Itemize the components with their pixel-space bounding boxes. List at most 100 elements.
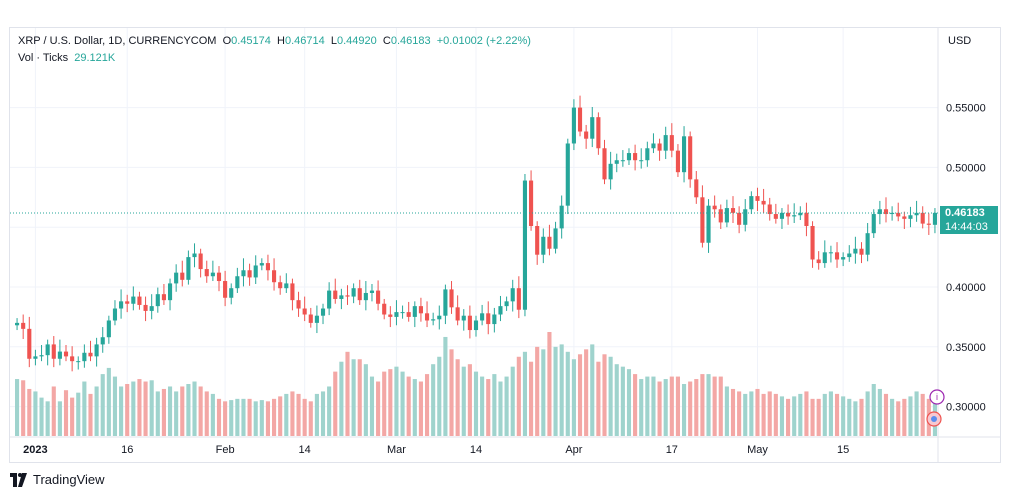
candle-body bbox=[351, 288, 356, 297]
chart-panel[interactable] bbox=[9, 27, 1001, 463]
volume-bar bbox=[186, 384, 191, 436]
candle-body bbox=[431, 319, 436, 321]
volume-bar bbox=[406, 376, 411, 436]
candle-body bbox=[700, 197, 705, 243]
volume-bar bbox=[486, 379, 491, 436]
volume-bar bbox=[431, 364, 436, 436]
candle-body bbox=[363, 292, 368, 301]
volume-bar bbox=[461, 366, 466, 436]
candle-body bbox=[21, 322, 26, 329]
candle-body bbox=[535, 226, 540, 255]
volume-bar bbox=[810, 398, 815, 436]
price-tick-label: 0.40000 bbox=[946, 282, 986, 294]
volume-bar bbox=[339, 361, 344, 436]
candle-body bbox=[510, 288, 515, 302]
volume-bar bbox=[473, 371, 479, 436]
date-tick-label: 14 bbox=[470, 444, 482, 456]
volume-bar bbox=[76, 392, 81, 436]
candle-body bbox=[345, 295, 350, 297]
volume-bar bbox=[216, 398, 222, 436]
currency-label[interactable]: USD bbox=[948, 35, 972, 47]
volume-bar bbox=[296, 393, 301, 436]
volume-bar bbox=[663, 379, 668, 436]
volume-bar bbox=[247, 398, 252, 436]
volume-bar bbox=[737, 391, 742, 436]
volume-bar bbox=[467, 364, 472, 436]
candle-body bbox=[645, 148, 650, 161]
candle-body bbox=[278, 282, 283, 289]
candle-body bbox=[798, 212, 803, 216]
candle-body bbox=[565, 143, 570, 206]
volume-bar bbox=[137, 379, 142, 436]
candle-body bbox=[27, 328, 32, 359]
candle-body bbox=[706, 205, 711, 243]
volume-bar bbox=[596, 361, 601, 436]
candle-body bbox=[320, 308, 326, 316]
candle-body bbox=[914, 212, 919, 216]
event-circle-icon[interactable] bbox=[929, 389, 945, 405]
volume-bar bbox=[400, 371, 405, 436]
volume-bar bbox=[155, 391, 160, 436]
volume-bar bbox=[633, 374, 638, 436]
candle-body bbox=[204, 269, 209, 277]
candle-body bbox=[896, 212, 901, 217]
candle-body bbox=[39, 355, 44, 357]
candle-body bbox=[155, 294, 160, 307]
volume-bar bbox=[241, 398, 246, 436]
volume-bar bbox=[418, 381, 423, 436]
candle-body bbox=[461, 315, 466, 321]
volume-bar bbox=[614, 364, 619, 436]
volume-bar bbox=[63, 390, 69, 436]
candle-body bbox=[161, 294, 166, 301]
candle-body bbox=[834, 252, 840, 260]
indicator-badges[interactable]: i bbox=[926, 389, 945, 427]
volume-bar bbox=[608, 356, 613, 436]
volume-bar bbox=[908, 396, 913, 436]
candle-body bbox=[657, 143, 662, 151]
candle-body bbox=[82, 352, 87, 362]
brand[interactable]: TradingView bbox=[10, 472, 105, 487]
date-tick-label: 17 bbox=[666, 444, 678, 456]
candle-body bbox=[724, 208, 729, 223]
volume-bar bbox=[369, 376, 375, 436]
date-tick-label: Mar bbox=[387, 444, 406, 456]
volume-bar bbox=[143, 381, 148, 436]
symbol-title[interactable]: XRP / U.S. Dollar, 1D, CURRENCYCOM bbox=[18, 35, 217, 47]
candle-body bbox=[94, 344, 99, 357]
candle-body bbox=[859, 248, 864, 255]
volume-bar bbox=[39, 397, 44, 436]
candle-body bbox=[663, 135, 668, 151]
volume-bar bbox=[773, 393, 778, 436]
volume-bar bbox=[681, 384, 687, 436]
volume-label[interactable]: Vol · Ticks bbox=[18, 52, 69, 64]
candle-body bbox=[908, 215, 913, 219]
volume-bar bbox=[278, 396, 283, 436]
volume-bar bbox=[859, 398, 864, 436]
volume-bar bbox=[119, 386, 124, 436]
volume-bar bbox=[167, 386, 173, 436]
candle-body bbox=[688, 136, 693, 180]
candle-body bbox=[681, 136, 687, 173]
candle-body bbox=[792, 215, 797, 217]
candle-body bbox=[314, 315, 319, 323]
candle-body bbox=[865, 233, 870, 255]
volume-bar bbox=[161, 388, 166, 436]
date-tick-label: May bbox=[747, 444, 768, 456]
volume-bar bbox=[584, 349, 589, 436]
candle-body bbox=[15, 322, 20, 326]
candle-body bbox=[810, 226, 815, 260]
candle-body bbox=[180, 272, 185, 280]
candle-body bbox=[308, 314, 313, 323]
date-tick-label: Feb bbox=[216, 444, 235, 456]
candle-body bbox=[137, 296, 142, 305]
candle-body bbox=[559, 205, 564, 229]
candle-body bbox=[229, 288, 234, 298]
low-label: L bbox=[330, 35, 337, 47]
event-circle-glyph: i bbox=[936, 392, 938, 402]
candle-body bbox=[926, 223, 931, 225]
candle-body bbox=[541, 236, 546, 255]
volume-bar bbox=[308, 401, 313, 436]
candle-body bbox=[877, 209, 882, 215]
candle-body bbox=[467, 315, 472, 331]
